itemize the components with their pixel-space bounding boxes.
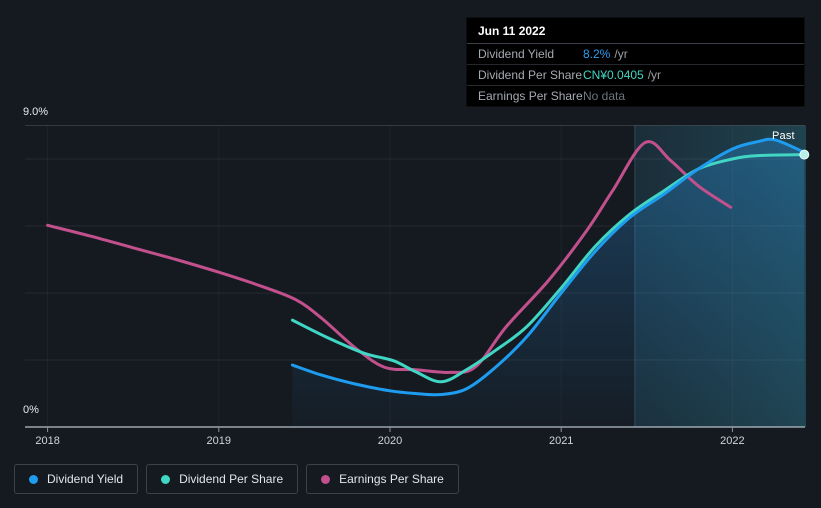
x-axis-label: 2019 xyxy=(207,435,231,447)
tooltip-row-suffix: /yr xyxy=(614,47,628,61)
tooltip-row-value: 8.2% xyxy=(583,47,611,61)
series-line-dividend-per-share xyxy=(290,153,806,384)
chart-plot[interactable]: 2018 2019 2020 2021 2022 xyxy=(0,0,821,455)
legend-item-dividend-yield[interactable]: Dividend Yield xyxy=(14,464,139,494)
earnings-per-share-dot-icon xyxy=(321,474,331,484)
x-axis-label: 2022 xyxy=(720,435,744,447)
tooltip-row-value: No data xyxy=(583,89,626,103)
legend-item-label: Dividend Yield xyxy=(47,472,124,486)
tooltip-row-value: CN¥0.0405 xyxy=(583,68,644,82)
x-axis-label: 2021 xyxy=(549,435,573,447)
tooltip-row-suffix: /yr xyxy=(647,68,662,82)
y-axis-label-min: 0% xyxy=(23,404,39,416)
legend-item-earnings-per-share[interactable]: Earnings Per Share xyxy=(306,464,459,494)
tooltip-row-earnings-per-share: Earnings Per Share No data xyxy=(467,85,804,106)
y-axis-label-max: 9.0% xyxy=(23,106,49,118)
past-region-label: Past xyxy=(772,130,795,142)
tooltip-date: Jun 11 2022 xyxy=(467,18,804,44)
tooltip-row-label: Dividend Yield xyxy=(478,47,555,61)
tooltip-row-label: Dividend Per Share xyxy=(478,68,583,82)
area-fill-dividend-yield xyxy=(292,139,805,427)
dividend-yield-dot-icon xyxy=(29,474,38,484)
chart-tooltip: Jun 11 2022 Dividend Yield 8.2% /yr Divi… xyxy=(466,17,805,107)
chart-legend: Dividend Yield Dividend Per Share Earnin… xyxy=(14,464,459,494)
series-line-earnings-per-share xyxy=(46,140,733,374)
legend-item-dividend-per-share[interactable]: Dividend Per Share xyxy=(146,464,299,494)
legend-item-label: Earnings Per Share xyxy=(339,472,444,486)
hover-point-marker xyxy=(799,149,810,160)
dividend-per-share-dot-icon xyxy=(161,474,171,484)
series-line-dividend-yield xyxy=(290,137,806,397)
x-axis-label: 2020 xyxy=(378,435,402,447)
tooltip-row-dividend-per-share: Dividend Per Share CN¥0.0405 /yr xyxy=(467,64,804,85)
legend-item-label: Dividend Per Share xyxy=(179,472,284,486)
tooltip-row-label: Earnings Per Share xyxy=(478,89,583,103)
tooltip-row-dividend-yield: Dividend Yield 8.2% /yr xyxy=(467,44,804,64)
x-axis-label: 2018 xyxy=(35,435,59,447)
